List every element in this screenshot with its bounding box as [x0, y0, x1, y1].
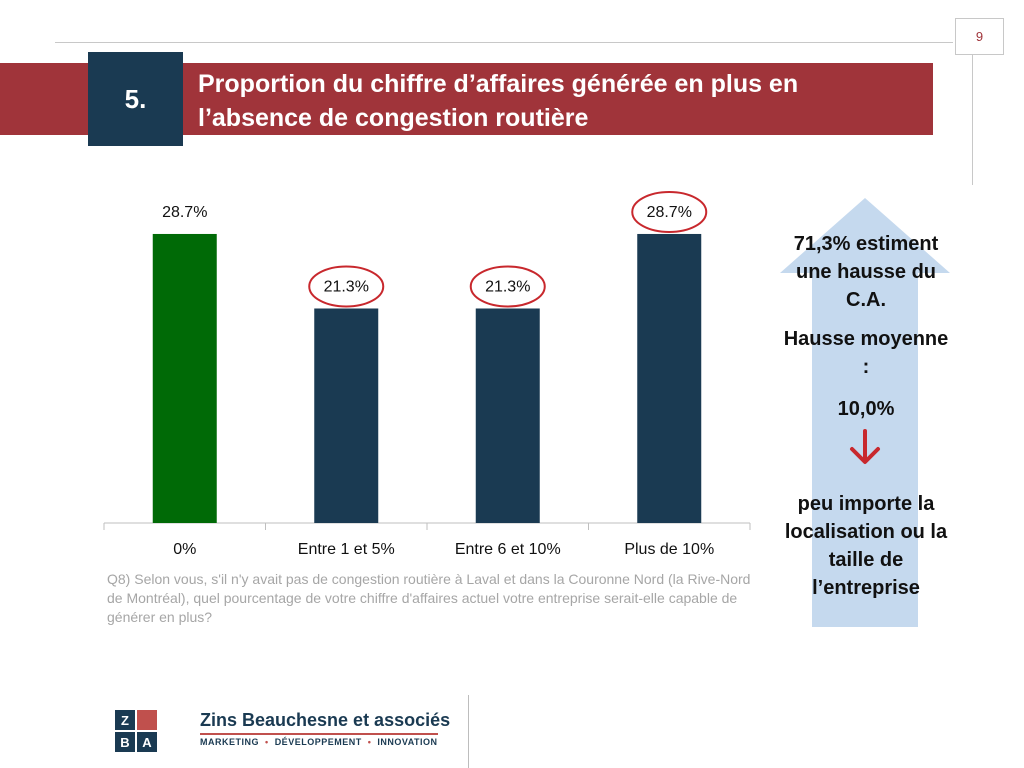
bar-2 — [475, 308, 540, 523]
company-name: Zins Beauchesne et associés — [200, 710, 451, 730]
category-label-3: Plus de 10% — [624, 541, 714, 558]
survey-question: Q8) Selon vous, s'il n'y avait pas de co… — [107, 571, 751, 625]
data-label-1: 21.3% — [324, 278, 369, 295]
data-label-2: 21.3% — [485, 278, 530, 295]
tagline-marketing: MARKETING — [200, 737, 259, 747]
highlight-circle-1 — [308, 265, 385, 308]
category-label-2: Entre 6 et 10% — [455, 541, 561, 558]
tagline-innovation: INNOVATION — [377, 737, 438, 747]
bar-0 — [152, 233, 217, 524]
section-number: 5. — [88, 52, 183, 146]
highlight-circle-3 — [631, 190, 708, 233]
logo-letter-b: B — [120, 735, 129, 750]
highlight-circle-2 — [469, 265, 546, 308]
bar-3 — [637, 233, 702, 524]
slide-title: Proportion du chiffre d’affaires générée… — [198, 70, 799, 132]
data-label-3: 28.7% — [647, 204, 692, 221]
page-number: 9 — [955, 18, 1004, 55]
conclusion-text: peu importe la localisation ou la taille… — [784, 493, 948, 599]
down-arrow-icon — [850, 429, 880, 464]
top-rule — [55, 42, 953, 43]
company-tagline: MARKETING • DÉVELOPPEMENT • INNOVATION — [200, 737, 438, 747]
footer-divider — [468, 695, 469, 768]
logo-letter-z: Z — [121, 713, 129, 728]
average-label: Hausse moyenne : — [783, 328, 949, 378]
data-label-0: 28.7% — [162, 204, 207, 221]
category-label-1: Entre 1 et 5% — [298, 541, 395, 558]
tagline-developpement: DÉVELOPPEMENT — [274, 737, 362, 747]
zba-logo: Z B A — [115, 710, 157, 752]
estimate-text: 71,3% estiment une hausse du C.A. — [793, 233, 939, 311]
right-divider — [972, 55, 973, 185]
logo-letter-a: A — [142, 735, 152, 750]
bar-1 — [314, 308, 379, 523]
category-label-0: 0% — [173, 541, 196, 558]
logo-underline — [200, 733, 438, 735]
up-arrow-icon — [780, 198, 950, 627]
average-value: 10,0% — [837, 398, 895, 420]
